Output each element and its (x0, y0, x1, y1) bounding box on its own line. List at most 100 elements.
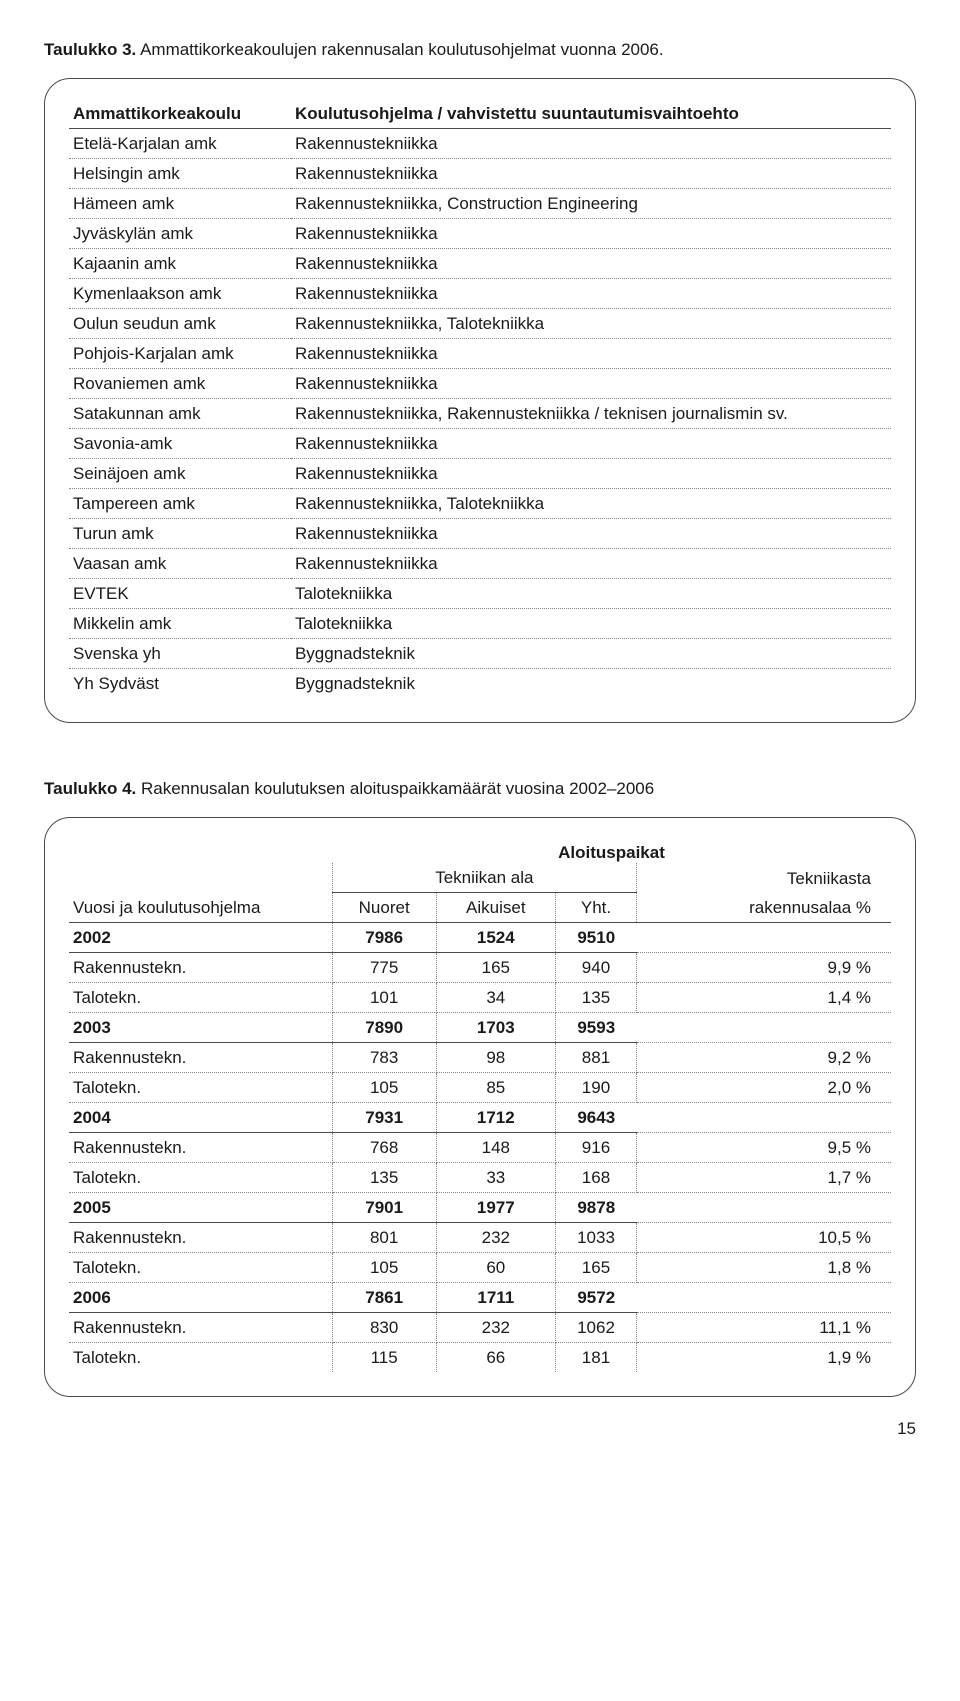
table-cell: Rakennustekn. (69, 1223, 332, 1253)
table-cell: EVTEK (69, 579, 291, 609)
table-cell (637, 923, 891, 953)
table-cell: 9878 (555, 1193, 636, 1223)
table-cell: 7890 (332, 1013, 436, 1043)
table-cell: 9510 (555, 923, 636, 953)
table-cell: 232 (436, 1223, 555, 1253)
table3-panel: Ammattikorkeakoulu Koulutusohjelma / vah… (44, 78, 916, 723)
table-cell: Vaasan amk (69, 549, 291, 579)
table-cell: Satakunnan amk (69, 399, 291, 429)
table-cell: 783 (332, 1043, 436, 1073)
table-cell: 7861 (332, 1283, 436, 1313)
table-cell: 165 (436, 953, 555, 983)
table-cell: 7986 (332, 923, 436, 953)
table-cell: Rakennustekniikka, Rakennustekniikka / t… (291, 399, 891, 429)
table-cell: 105 (332, 1253, 436, 1283)
table-cell: Rakennustekn. (69, 1043, 332, 1073)
table-cell: 9572 (555, 1283, 636, 1313)
table-cell: Talotekn. (69, 983, 332, 1013)
table-cell: 2006 (69, 1283, 332, 1313)
table-cell: 775 (332, 953, 436, 983)
table-cell: Seinäjoen amk (69, 459, 291, 489)
t3-h1: Ammattikorkeakoulu (69, 99, 291, 129)
table-cell: 1,9 % (637, 1343, 891, 1373)
table-cell: Rakennustekniikka, Talotekniikka (291, 309, 891, 339)
table-cell: 1033 (555, 1223, 636, 1253)
table-cell: 2005 (69, 1193, 332, 1223)
table-cell: Talotekn. (69, 1253, 332, 1283)
table3: Ammattikorkeakoulu Koulutusohjelma / vah… (69, 99, 891, 698)
table-cell: Rakennustekniikka (291, 519, 891, 549)
table-cell: 85 (436, 1073, 555, 1103)
t4-h-aikuiset: Aikuiset (436, 893, 555, 923)
table-cell: Tampereen amk (69, 489, 291, 519)
table-cell: 7931 (332, 1103, 436, 1133)
table-cell: Rakennustekniikka, Talotekniikka (291, 489, 891, 519)
table-cell: Rakennustekniikka (291, 369, 891, 399)
table-cell: 801 (332, 1223, 436, 1253)
table-cell: 830 (332, 1313, 436, 1343)
table-cell: 181 (555, 1343, 636, 1373)
table3-caption-label: Taulukko 3. (44, 40, 136, 59)
table3-caption: Taulukko 3. Ammattikorkeakoulujen rakenn… (44, 40, 916, 60)
table-cell: 9,2 % (637, 1043, 891, 1073)
table-cell: Turun amk (69, 519, 291, 549)
table-cell: 135 (332, 1163, 436, 1193)
table-cell: 7901 (332, 1193, 436, 1223)
table-cell: 115 (332, 1343, 436, 1373)
table-cell: 165 (555, 1253, 636, 1283)
table-cell: Rakennustekniikka, Construction Engineer… (291, 189, 891, 219)
table-cell: 2004 (69, 1103, 332, 1133)
table-cell: 190 (555, 1073, 636, 1103)
table-cell: 2002 (69, 923, 332, 953)
table-cell: Rakennustekniikka (291, 129, 891, 159)
table4-panel: Aloituspaikat Tekniikan ala Tekniikasta … (44, 817, 916, 1397)
table-cell: Rovaniemen amk (69, 369, 291, 399)
table-cell: 9,9 % (637, 953, 891, 983)
table-cell: 9,5 % (637, 1133, 891, 1163)
table-cell: Rakennustekn. (69, 1313, 332, 1343)
table-cell: Yh Sydväst (69, 669, 291, 699)
table-cell: 1711 (436, 1283, 555, 1313)
table-cell: Rakennustekniikka (291, 249, 891, 279)
t4-h-nuoret: Nuoret (332, 893, 436, 923)
table-cell: 2,0 % (637, 1073, 891, 1103)
table-cell: 11,1 % (637, 1313, 891, 1343)
table-cell: Jyväskylän amk (69, 219, 291, 249)
table-cell: Kajaanin amk (69, 249, 291, 279)
table-cell: 168 (555, 1163, 636, 1193)
table-cell: Talotekn. (69, 1163, 332, 1193)
table-cell: 148 (436, 1133, 555, 1163)
t4-h-sub1: Tekniikan ala (332, 863, 637, 893)
table4-caption: Taulukko 4. Rakennusalan koulutuksen alo… (44, 779, 916, 799)
table-cell: 916 (555, 1133, 636, 1163)
table-cell: 66 (436, 1343, 555, 1373)
table-cell: 1524 (436, 923, 555, 953)
table-cell: 135 (555, 983, 636, 1013)
table-cell: Helsingin amk (69, 159, 291, 189)
t4-h-group: Aloituspaikat (332, 838, 891, 863)
table-cell: Rakennustekniikka (291, 279, 891, 309)
table-cell: Byggnadsteknik (291, 669, 891, 699)
t3-h2: Koulutusohjelma / vahvistettu suuntautum… (291, 99, 891, 129)
table-cell: 9643 (555, 1103, 636, 1133)
table-cell: 232 (436, 1313, 555, 1343)
table-cell: 1062 (555, 1313, 636, 1343)
table-cell: Mikkelin amk (69, 609, 291, 639)
table-cell: 10,5 % (637, 1223, 891, 1253)
table-cell: 33 (436, 1163, 555, 1193)
table-cell: Rakennustekniikka (291, 459, 891, 489)
table-cell: Talotekniikka (291, 609, 891, 639)
table-cell: Rakennustekniikka (291, 429, 891, 459)
table-cell: Savonia-amk (69, 429, 291, 459)
table-cell: Etelä-Karjalan amk (69, 129, 291, 159)
table-cell: 60 (436, 1253, 555, 1283)
table-cell: Talotekn. (69, 1343, 332, 1373)
table-cell: 105 (332, 1073, 436, 1103)
table-cell (637, 1283, 891, 1313)
table-cell: 101 (332, 983, 436, 1013)
table-cell: 881 (555, 1043, 636, 1073)
table-cell: Pohjois-Karjalan amk (69, 339, 291, 369)
table-cell: Rakennustekniikka (291, 549, 891, 579)
table-cell (637, 1103, 891, 1133)
table-cell (637, 1193, 891, 1223)
